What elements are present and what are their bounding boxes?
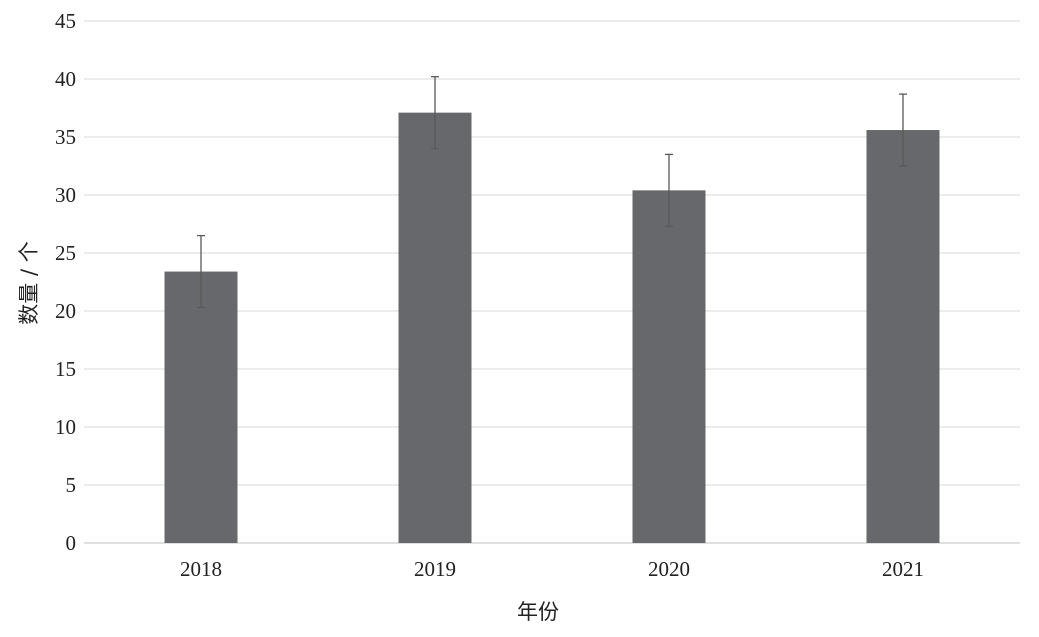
y-tick-label: 0 [66,531,77,555]
y-tick-label: 45 [55,9,76,33]
y-tick-label: 35 [55,125,76,149]
y-tick-label: 15 [55,357,76,381]
bar [164,271,238,543]
gridlines [84,20,1020,544]
bar [866,130,940,544]
error-bar [665,153,673,227]
x-tick-label: 2018 [180,557,222,581]
x-axis-title: 年份 [517,600,559,624]
y-tick-label: 5 [66,473,77,497]
y-axis-ticks: 0 5 10 15 20 25 30 35 40 45 [55,9,76,555]
y-tick-label: 20 [55,299,76,323]
y-tick-label: 40 [55,67,76,91]
y-tick-label: 30 [55,183,76,207]
error-bar [197,234,205,309]
y-tick-label: 25 [55,241,76,265]
x-tick-label: 2020 [648,557,690,581]
y-tick-label: 10 [55,415,76,439]
x-axis-ticks: 2018 2019 2020 2021 [180,557,924,581]
x-tick-label: 2019 [414,557,456,581]
y-axis-title: 数量 / 个 [17,241,41,324]
bar [632,190,706,544]
error-bar [431,76,439,150]
bars [164,112,940,544]
error-bars [197,76,907,309]
x-tick-label: 2021 [882,557,924,581]
error-bar [899,93,907,167]
bar [398,112,472,543]
